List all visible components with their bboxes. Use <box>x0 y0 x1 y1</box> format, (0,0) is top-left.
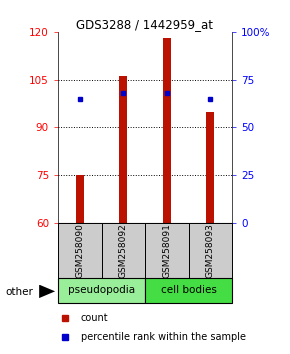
FancyBboxPatch shape <box>58 223 102 278</box>
Title: GDS3288 / 1442959_at: GDS3288 / 1442959_at <box>77 18 213 31</box>
Bar <box>119 76 127 223</box>
Bar <box>76 175 84 223</box>
FancyBboxPatch shape <box>188 223 232 278</box>
FancyBboxPatch shape <box>102 223 145 278</box>
FancyBboxPatch shape <box>58 278 145 303</box>
Text: percentile rank within the sample: percentile rank within the sample <box>81 332 246 342</box>
Text: pseudopodia: pseudopodia <box>68 285 135 295</box>
Text: GSM258091: GSM258091 <box>162 223 171 278</box>
Bar <box>206 112 214 223</box>
FancyBboxPatch shape <box>145 223 188 278</box>
Polygon shape <box>39 285 55 298</box>
Text: other: other <box>6 287 34 297</box>
Bar <box>163 38 171 223</box>
Text: count: count <box>81 313 108 323</box>
Text: cell bodies: cell bodies <box>161 285 216 295</box>
Text: GSM258090: GSM258090 <box>75 223 84 278</box>
Text: GSM258093: GSM258093 <box>206 223 215 278</box>
FancyBboxPatch shape <box>145 278 232 303</box>
Text: GSM258092: GSM258092 <box>119 223 128 278</box>
